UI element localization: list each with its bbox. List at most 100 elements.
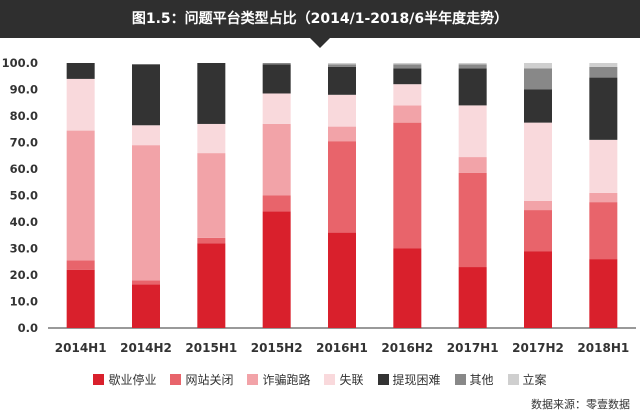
bar-segment-2017H1-6 <box>458 63 487 65</box>
bar-segment-2016H1-5 <box>328 64 356 67</box>
x-category-label-4: 2016H1 <box>316 341 368 355</box>
bar-segment-2017H2-1 <box>524 210 552 252</box>
bar-segment-2016H2-4 <box>393 68 422 85</box>
bar-segment-2016H2-3 <box>393 84 422 106</box>
title-pointer-arrow <box>310 38 330 48</box>
legend-swatch-3 <box>324 373 336 385</box>
legend-label-1: 网站关闭 <box>185 372 234 387</box>
bar-segment-2018H1-2 <box>589 192 618 203</box>
data-source-note: 数据来源：零壹数据 <box>531 398 630 411</box>
legend-item-5: 其他 <box>454 371 494 387</box>
bar-segment-2017H2-6 <box>524 63 552 69</box>
bar-segment-2014H2-0 <box>132 284 160 328</box>
legend-label-3: 失联 <box>339 372 364 387</box>
legend-item-3: 失联 <box>324 371 364 387</box>
bar-segment-2018H1-5 <box>589 66 618 78</box>
legend-swatch-5 <box>454 373 466 385</box>
bar-segment-2015H2-3 <box>262 93 291 124</box>
legend-label-2: 诈骗跑路 <box>262 372 311 387</box>
bar-segment-2016H2-1 <box>393 122 422 249</box>
bar-segment-2017H1-1 <box>458 172 487 268</box>
bar-segment-2015H1-4 <box>197 63 226 124</box>
bar-segment-2014H1-0 <box>66 269 95 328</box>
legend-label-5: 其他 <box>469 372 494 387</box>
bar-segment-2014H2-2 <box>132 145 160 281</box>
legend-label-0: 歇业停业 <box>108 372 157 387</box>
y-tick-label-6: 60.0 <box>10 162 38 176</box>
bar-segment-2015H2-5 <box>262 63 291 65</box>
bar-segment-2014H2-3 <box>132 125 160 146</box>
chart-legend: 歇业停业 网站关闭 诈骗跑路 失联 提现困难 其他 立案 <box>0 371 640 387</box>
bar-segment-2015H1-1 <box>197 237 226 244</box>
bar-segment-2018H1-6 <box>589 63 618 67</box>
bar-segment-2017H1-5 <box>458 64 487 69</box>
bar-segment-2018H1-1 <box>589 202 618 260</box>
bar-segment-2017H2-0 <box>524 251 552 328</box>
legend-label-6: 立案 <box>522 372 547 387</box>
bar-segment-2014H2-4 <box>132 64 160 126</box>
bar-segment-2017H1-3 <box>458 105 487 158</box>
x-category-label-6: 2017H1 <box>447 341 499 355</box>
bar-segment-2016H1-1 <box>328 141 356 233</box>
bar-segment-2016H2-0 <box>393 248 422 328</box>
x-category-label-3: 2015H2 <box>251 341 303 355</box>
legend-item-6: 立案 <box>507 371 547 387</box>
bar-segment-2017H2-2 <box>524 200 552 211</box>
y-tick-label-10: 100.0 <box>2 56 38 70</box>
bar-segment-2017H2-5 <box>524 68 552 90</box>
bar-segment-2016H1-4 <box>328 66 356 95</box>
y-tick-label-7: 70.0 <box>10 136 38 150</box>
y-tick-label-1: 10.0 <box>10 295 38 309</box>
y-tick-label-5: 50.0 <box>10 189 38 203</box>
legend-label-4: 提现困难 <box>392 372 441 387</box>
bar-segment-2017H1-2 <box>458 157 487 173</box>
bar-segment-2016H1-3 <box>328 94 356 127</box>
bar-segment-2014H2-1 <box>132 280 160 285</box>
bar-segment-2018H1-0 <box>589 259 618 328</box>
bar-segment-2016H1-2 <box>328 126 356 142</box>
bar-segment-2017H1-0 <box>458 267 487 328</box>
y-tick-label-8: 80.0 <box>10 109 38 123</box>
bar-segment-2015H1-0 <box>197 243 226 328</box>
y-tick-label-0: 0.0 <box>18 321 38 335</box>
legend-swatch-0 <box>93 373 105 385</box>
y-tick-label-9: 90.0 <box>10 83 38 97</box>
bar-segment-2015H1-3 <box>197 123 226 154</box>
x-category-label-1: 2014H2 <box>120 341 172 355</box>
bar-segment-2014H1-3 <box>66 78 95 131</box>
bar-segment-2015H2-1 <box>262 195 291 212</box>
bar-segment-2016H1-0 <box>328 232 356 328</box>
bar-segment-2018H1-3 <box>589 139 618 193</box>
bar-segment-2015H2-2 <box>262 123 291 196</box>
bar-segment-2016H2-2 <box>393 105 422 123</box>
bar-segment-2017H2-4 <box>524 89 552 123</box>
x-category-label-2: 2015H1 <box>185 341 237 355</box>
bar-segment-2017H1-4 <box>458 68 487 106</box>
bar-segment-2018H1-4 <box>589 77 618 140</box>
x-category-label-0: 2014H1 <box>55 341 107 355</box>
y-tick-label-3: 30.0 <box>10 242 38 256</box>
chart-title-banner: 图1.5：问题平台类型占比（2014/1-2018/6半年度走势） <box>0 0 640 38</box>
bar-segment-2014H1-2 <box>66 130 95 261</box>
legend-item-1: 网站关闭 <box>170 371 233 387</box>
bar-segment-2014H1-4 <box>66 63 95 79</box>
legend-swatch-2 <box>247 373 259 385</box>
bar-segment-2016H1-6 <box>328 63 356 65</box>
chart-title: 图1.5：问题平台类型占比（2014/1-2018/6半年度走势） <box>131 11 509 27</box>
bar-segment-2015H1-2 <box>197 153 226 238</box>
legend-swatch-6 <box>507 373 519 385</box>
bar-segment-2016H2-5 <box>393 64 422 69</box>
bar-segment-2015H2-0 <box>262 211 291 328</box>
y-tick-label-4: 40.0 <box>10 215 38 229</box>
legend-item-2: 诈骗跑路 <box>247 371 310 387</box>
x-category-label-5: 2016H2 <box>381 341 433 355</box>
x-category-label-7: 2017H2 <box>512 341 564 355</box>
bar-segment-2014H1-1 <box>66 260 95 270</box>
legend-swatch-4 <box>377 373 389 385</box>
bar-segment-2015H2-4 <box>262 64 291 94</box>
y-tick-label-2: 20.0 <box>10 268 38 282</box>
legend-item-0: 歇业停业 <box>93 371 156 387</box>
legend-item-4: 提现困难 <box>377 371 441 387</box>
x-category-label-8: 2018H1 <box>577 341 629 355</box>
